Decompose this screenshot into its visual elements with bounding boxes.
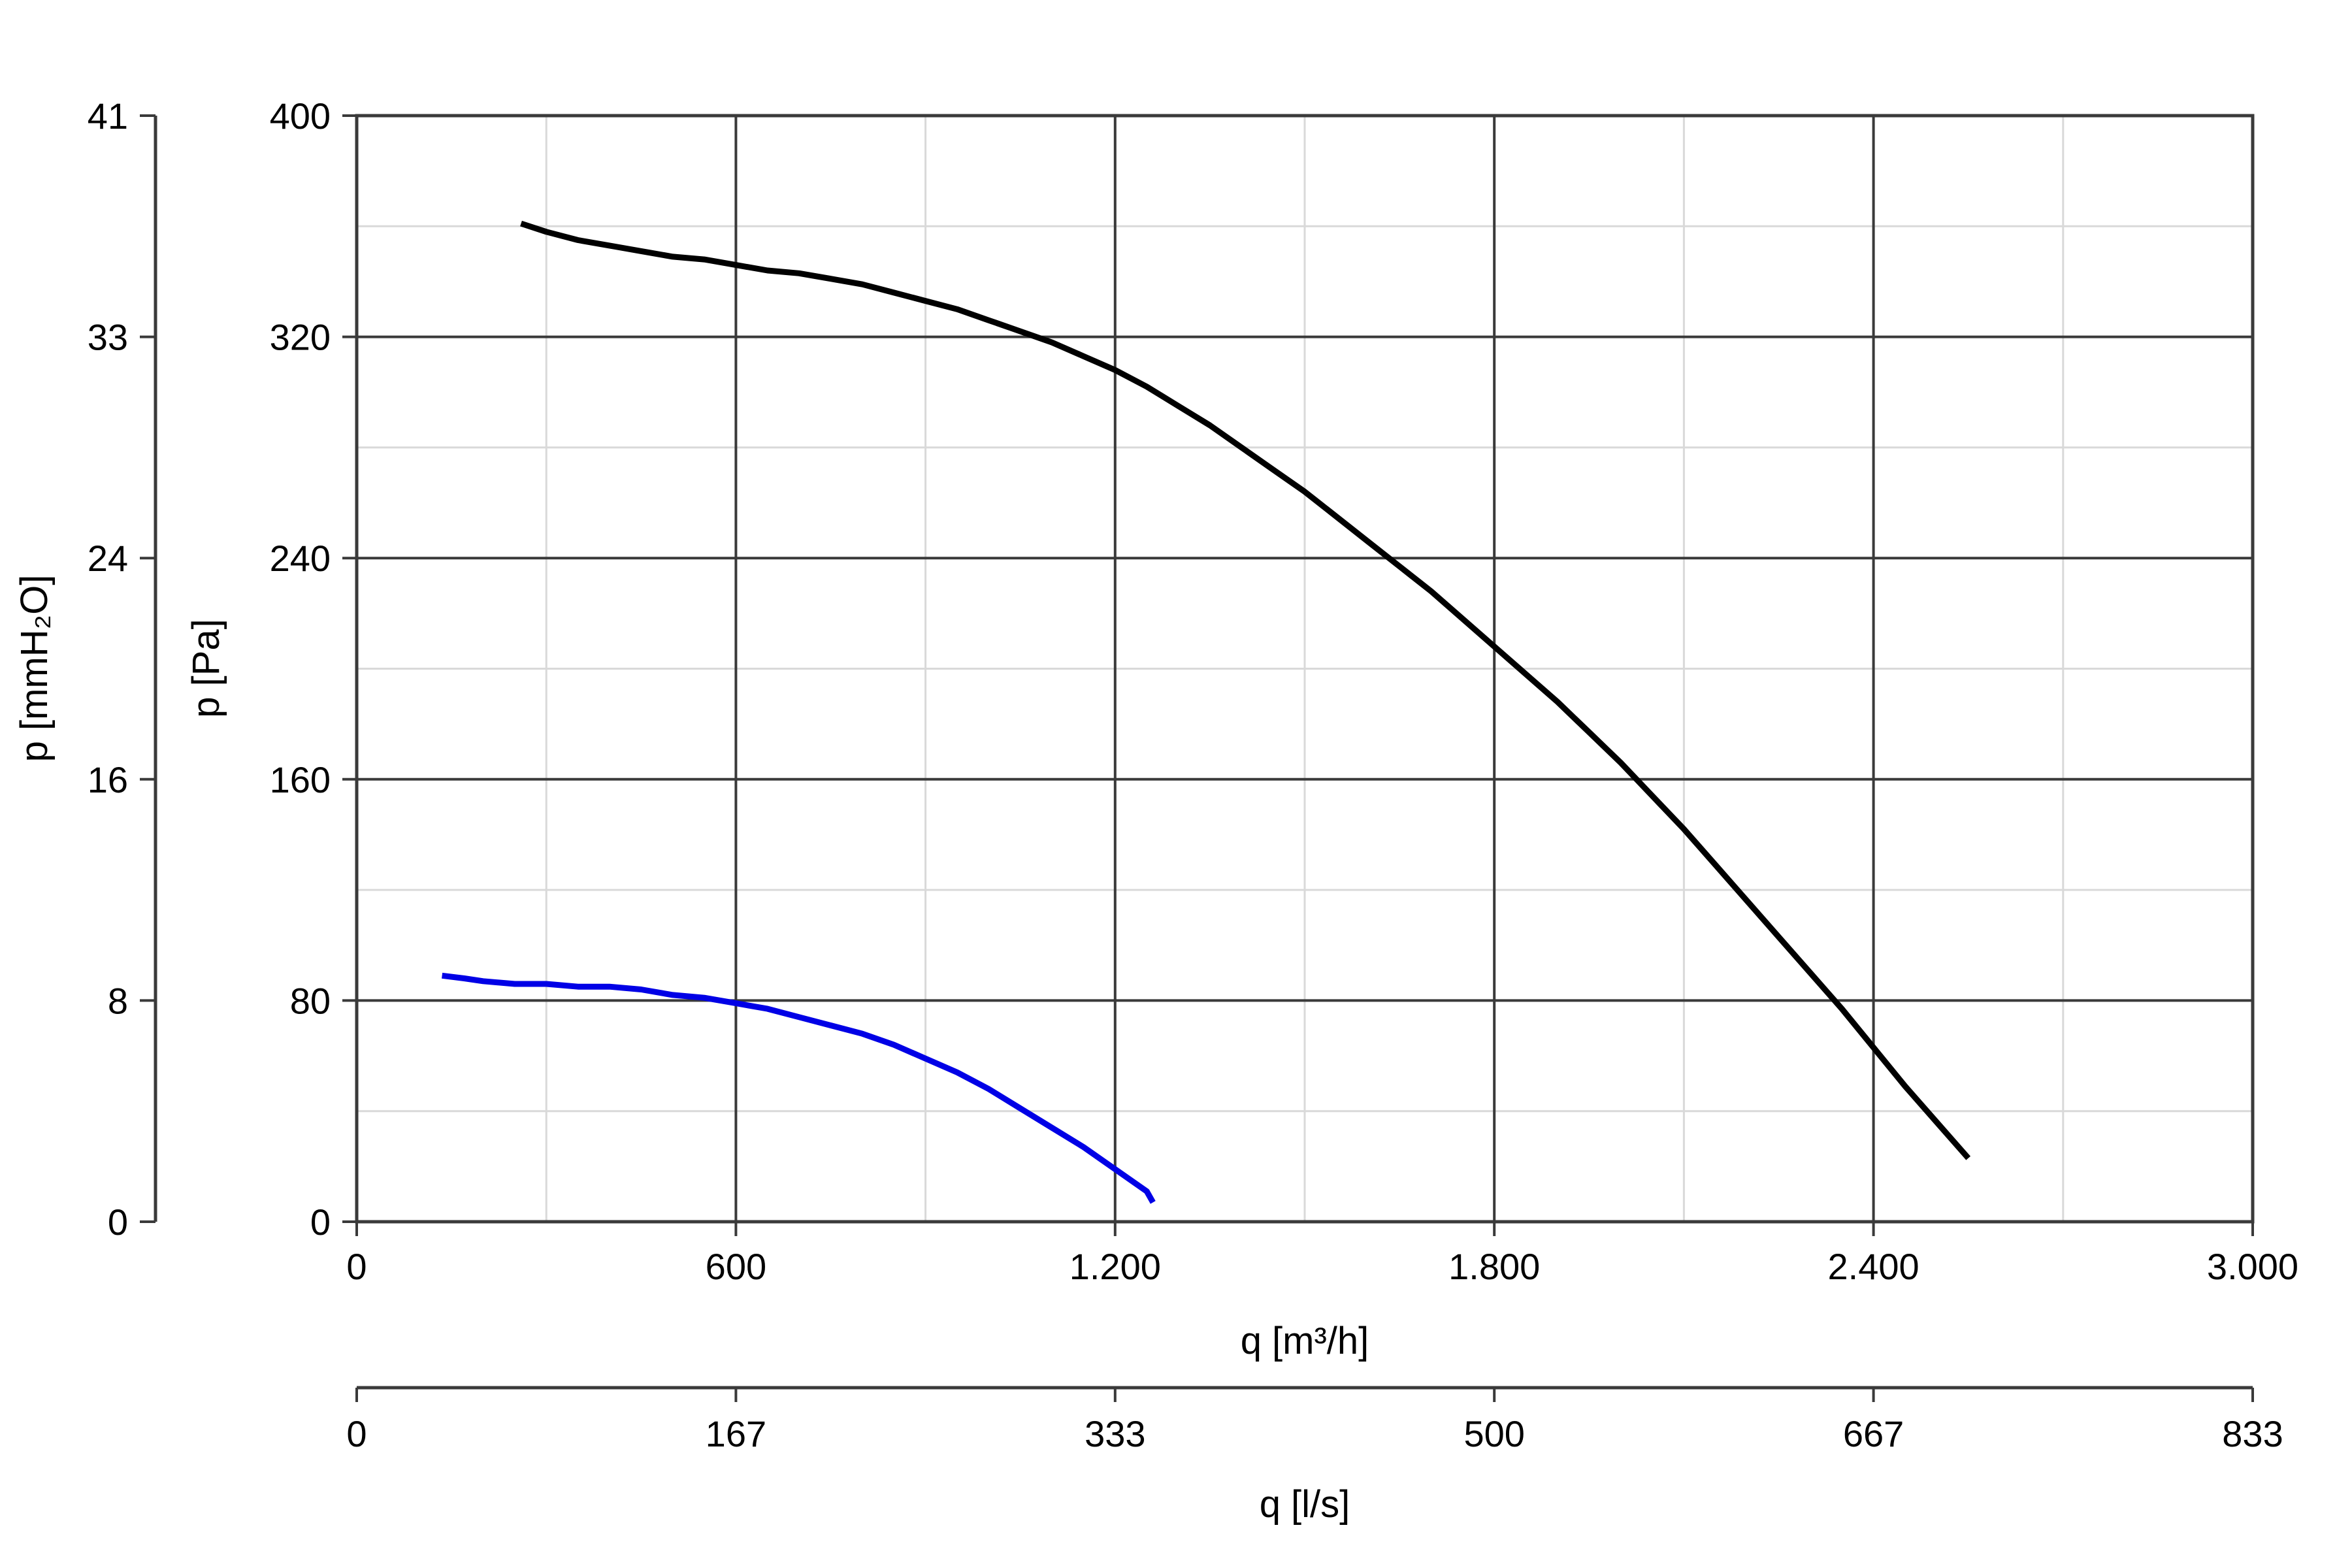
y2-axis-title: p [mmH₂O] (13, 575, 56, 762)
x2-tick-label: 0 (346, 1413, 367, 1454)
y-tick-label: 240 (270, 538, 331, 579)
x-tick-label: 0 (346, 1246, 367, 1287)
y-tick-label: 80 (290, 980, 331, 1021)
y-axis-title: p [Pa] (185, 619, 227, 718)
y-tick-label: 400 (270, 95, 331, 137)
x2-tick-label: 167 (706, 1413, 766, 1454)
y2-tick-label: 33 (88, 317, 128, 358)
y2-tick-label: 41 (88, 95, 128, 137)
plot-frame (355, 114, 2255, 1224)
y2-tick-label: 16 (88, 759, 128, 800)
y-tick-label: 0 (310, 1201, 331, 1243)
x2-tick-label: 667 (1843, 1413, 1904, 1454)
y-tick-label: 160 (270, 759, 331, 800)
series-line-2 (442, 972, 1156, 1204)
x2-tick-label: 833 (2222, 1413, 2283, 1454)
y2-tick-label: 0 (108, 1201, 128, 1243)
x-tick-label: 2.400 (1828, 1246, 1919, 1287)
x2-axis-title: q [l/s] (1260, 1483, 1350, 1526)
x2-tick-label: 500 (1463, 1413, 1524, 1454)
y2-tick-label: 8 (108, 980, 128, 1021)
x-axis-title: q [m³/h] (1241, 1320, 1369, 1362)
y-tick-label: 320 (270, 317, 331, 358)
series-line-1 (520, 220, 1971, 1160)
x-tick-label: 1.200 (1070, 1246, 1161, 1287)
x-tick-label: 600 (706, 1246, 766, 1287)
y2-tick-label: 24 (88, 538, 128, 579)
x-tick-label: 3.000 (2207, 1246, 2298, 1287)
x2-tick-label: 333 (1085, 1413, 1145, 1454)
x-tick-label: 1.800 (1448, 1246, 1540, 1287)
